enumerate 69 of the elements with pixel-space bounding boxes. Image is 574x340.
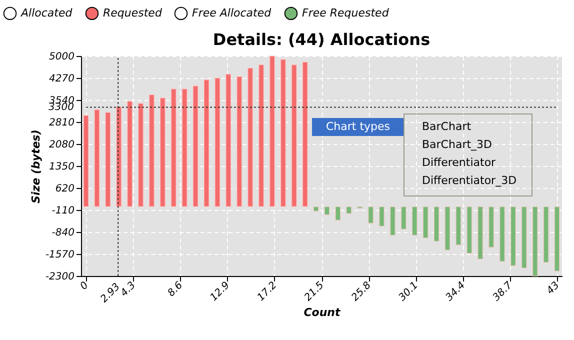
x-tick-label: 43 — [544, 280, 562, 297]
legend-label: Free Requested — [302, 6, 390, 20]
legend-label: Requested — [103, 6, 163, 20]
annotation: BarChart — [422, 120, 472, 133]
x-tick-label: 4.3 — [118, 280, 138, 299]
bar — [466, 206, 472, 254]
y-tick-label: 1350 — [49, 162, 74, 172]
bar — [324, 206, 330, 216]
annotation: Differentiator — [422, 156, 496, 169]
bar — [83, 114, 89, 208]
x-axis-title: Count — [304, 306, 342, 319]
bar — [302, 62, 308, 208]
bar — [422, 206, 429, 239]
y-tick-label: -840 — [52, 228, 74, 238]
y-tick-label: -1570 — [45, 250, 74, 260]
bar — [444, 206, 450, 251]
y-axis-title: Size (bytes) — [29, 130, 42, 204]
bar — [148, 94, 155, 208]
bar — [225, 74, 232, 208]
x-tick-label: 8.6 — [166, 280, 185, 299]
annotation: Chart types — [326, 120, 390, 133]
bar — [182, 88, 188, 208]
annotation: BarChart_3D — [422, 138, 492, 151]
y-tick-label: -110 — [52, 206, 74, 216]
bar — [160, 97, 166, 208]
bar — [488, 206, 494, 248]
x-tick-label: 0 — [78, 280, 91, 292]
bar — [554, 206, 560, 272]
bar — [247, 68, 254, 208]
legend-label: Free Allocated — [192, 6, 272, 20]
bar — [269, 56, 276, 208]
y-tick-label: 2810 — [49, 118, 74, 128]
chart-title: Details: (44) Allocations — [212, 30, 430, 49]
bar — [94, 109, 100, 208]
bar — [455, 206, 462, 246]
bar — [378, 206, 385, 227]
bar — [258, 64, 264, 208]
bar — [499, 206, 506, 262]
y-tick-label: 2080 — [49, 140, 74, 150]
bar — [477, 206, 484, 260]
y-tick-label: -2300 — [45, 272, 74, 282]
y-tick-label: 620 — [55, 184, 74, 194]
bar — [192, 85, 199, 208]
bar — [203, 79, 210, 208]
bar — [510, 206, 516, 266]
bar — [390, 206, 396, 236]
legend-label: Allocated — [20, 6, 74, 20]
bar — [334, 206, 341, 221]
bar — [104, 112, 111, 208]
bar — [126, 100, 133, 208]
bar — [434, 206, 440, 242]
bar — [412, 206, 418, 236]
bar — [214, 78, 220, 208]
bar — [291, 64, 298, 208]
bar — [313, 206, 320, 212]
bar — [400, 206, 407, 230]
bar — [521, 206, 528, 269]
bar — [543, 206, 550, 263]
bar — [170, 88, 177, 208]
y-tick-label: 5000 — [49, 52, 74, 62]
bar — [368, 206, 374, 224]
bar — [280, 58, 286, 208]
bar — [138, 102, 144, 208]
annotation: Differentiator_3D — [422, 174, 517, 187]
bar — [116, 106, 122, 208]
y-tick-label: 4270 — [49, 74, 74, 84]
bar — [236, 76, 242, 208]
bar — [532, 206, 538, 276]
bar — [346, 206, 352, 214]
